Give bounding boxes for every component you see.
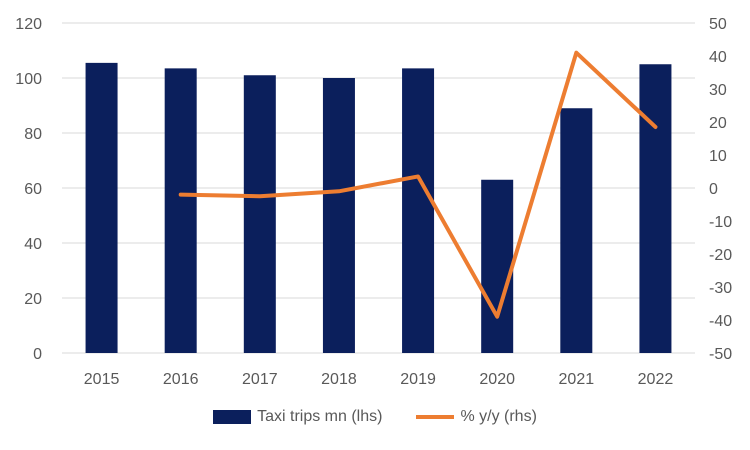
right-tick-label: 0 [709, 181, 718, 198]
x-tick-label: 2021 [559, 371, 595, 388]
bar-2022 [639, 64, 672, 353]
right-tick-label: 20 [709, 115, 727, 132]
right-tick-label: 50 [709, 16, 727, 33]
left-tick-label: 40 [24, 236, 42, 253]
left-tick-label: 100 [15, 71, 42, 88]
right-tick-label: -10 [709, 214, 732, 231]
left-axis-labels: 0 20 40 60 80 100 120 [15, 16, 42, 363]
bar-2015 [85, 62, 118, 353]
x-tick-label: 2020 [479, 371, 515, 388]
right-tick-label: -20 [709, 247, 732, 264]
left-tick-label: 0 [33, 346, 42, 363]
left-tick-label: 20 [24, 291, 42, 308]
bar-2018 [322, 78, 355, 353]
x-tick-label: 2016 [163, 371, 199, 388]
chart: 0 20 40 60 80 100 120 -50 -40 -30 -20 -10 0 10 20 30 40… [15, 16, 732, 388]
bar-2021 [560, 108, 593, 353]
right-tick-label: 40 [709, 49, 727, 66]
right-tick-label: 30 [709, 82, 727, 99]
right-tick-label: -40 [709, 313, 732, 330]
left-tick-label: 80 [24, 126, 42, 143]
right-tick-label: -50 [709, 346, 732, 363]
line-series [178, 50, 658, 319]
right-axis-labels: -50 -40 -30 -20 -10 0 10 20 30 40 50 [709, 16, 732, 363]
legend-label-bars: Taxi trips mn (lhs) [257, 408, 383, 425]
legend-swatch-bar [213, 410, 252, 424]
legend-item-bars: Taxi trips mn (lhs) [213, 408, 382, 426]
legend: Taxi trips mn (lhs) % y/y (rhs) [0, 408, 750, 426]
left-tick-label: 60 [24, 181, 42, 198]
bar-2017 [243, 75, 276, 353]
left-tick-label: 120 [15, 16, 42, 33]
legend-swatch-line [416, 415, 455, 419]
x-tick-label: 2018 [321, 371, 357, 388]
x-tick-label: 2022 [638, 371, 674, 388]
bar-2020 [481, 179, 514, 353]
right-tick-label: -30 [709, 280, 732, 297]
x-axis-labels: 2015 2016 2017 2018 2019 2020 2021 2022 [84, 371, 674, 388]
x-tick-label: 2019 [400, 371, 436, 388]
legend-item-line: % y/y (rhs) [416, 408, 537, 426]
bar-2019 [402, 68, 435, 353]
x-tick-label: 2015 [84, 371, 120, 388]
right-tick-label: 10 [709, 148, 727, 165]
bar-series [85, 62, 672, 353]
x-tick-label: 2017 [242, 371, 278, 388]
legend-label-line: % y/y (rhs) [460, 408, 537, 425]
bar-2016 [164, 68, 197, 353]
